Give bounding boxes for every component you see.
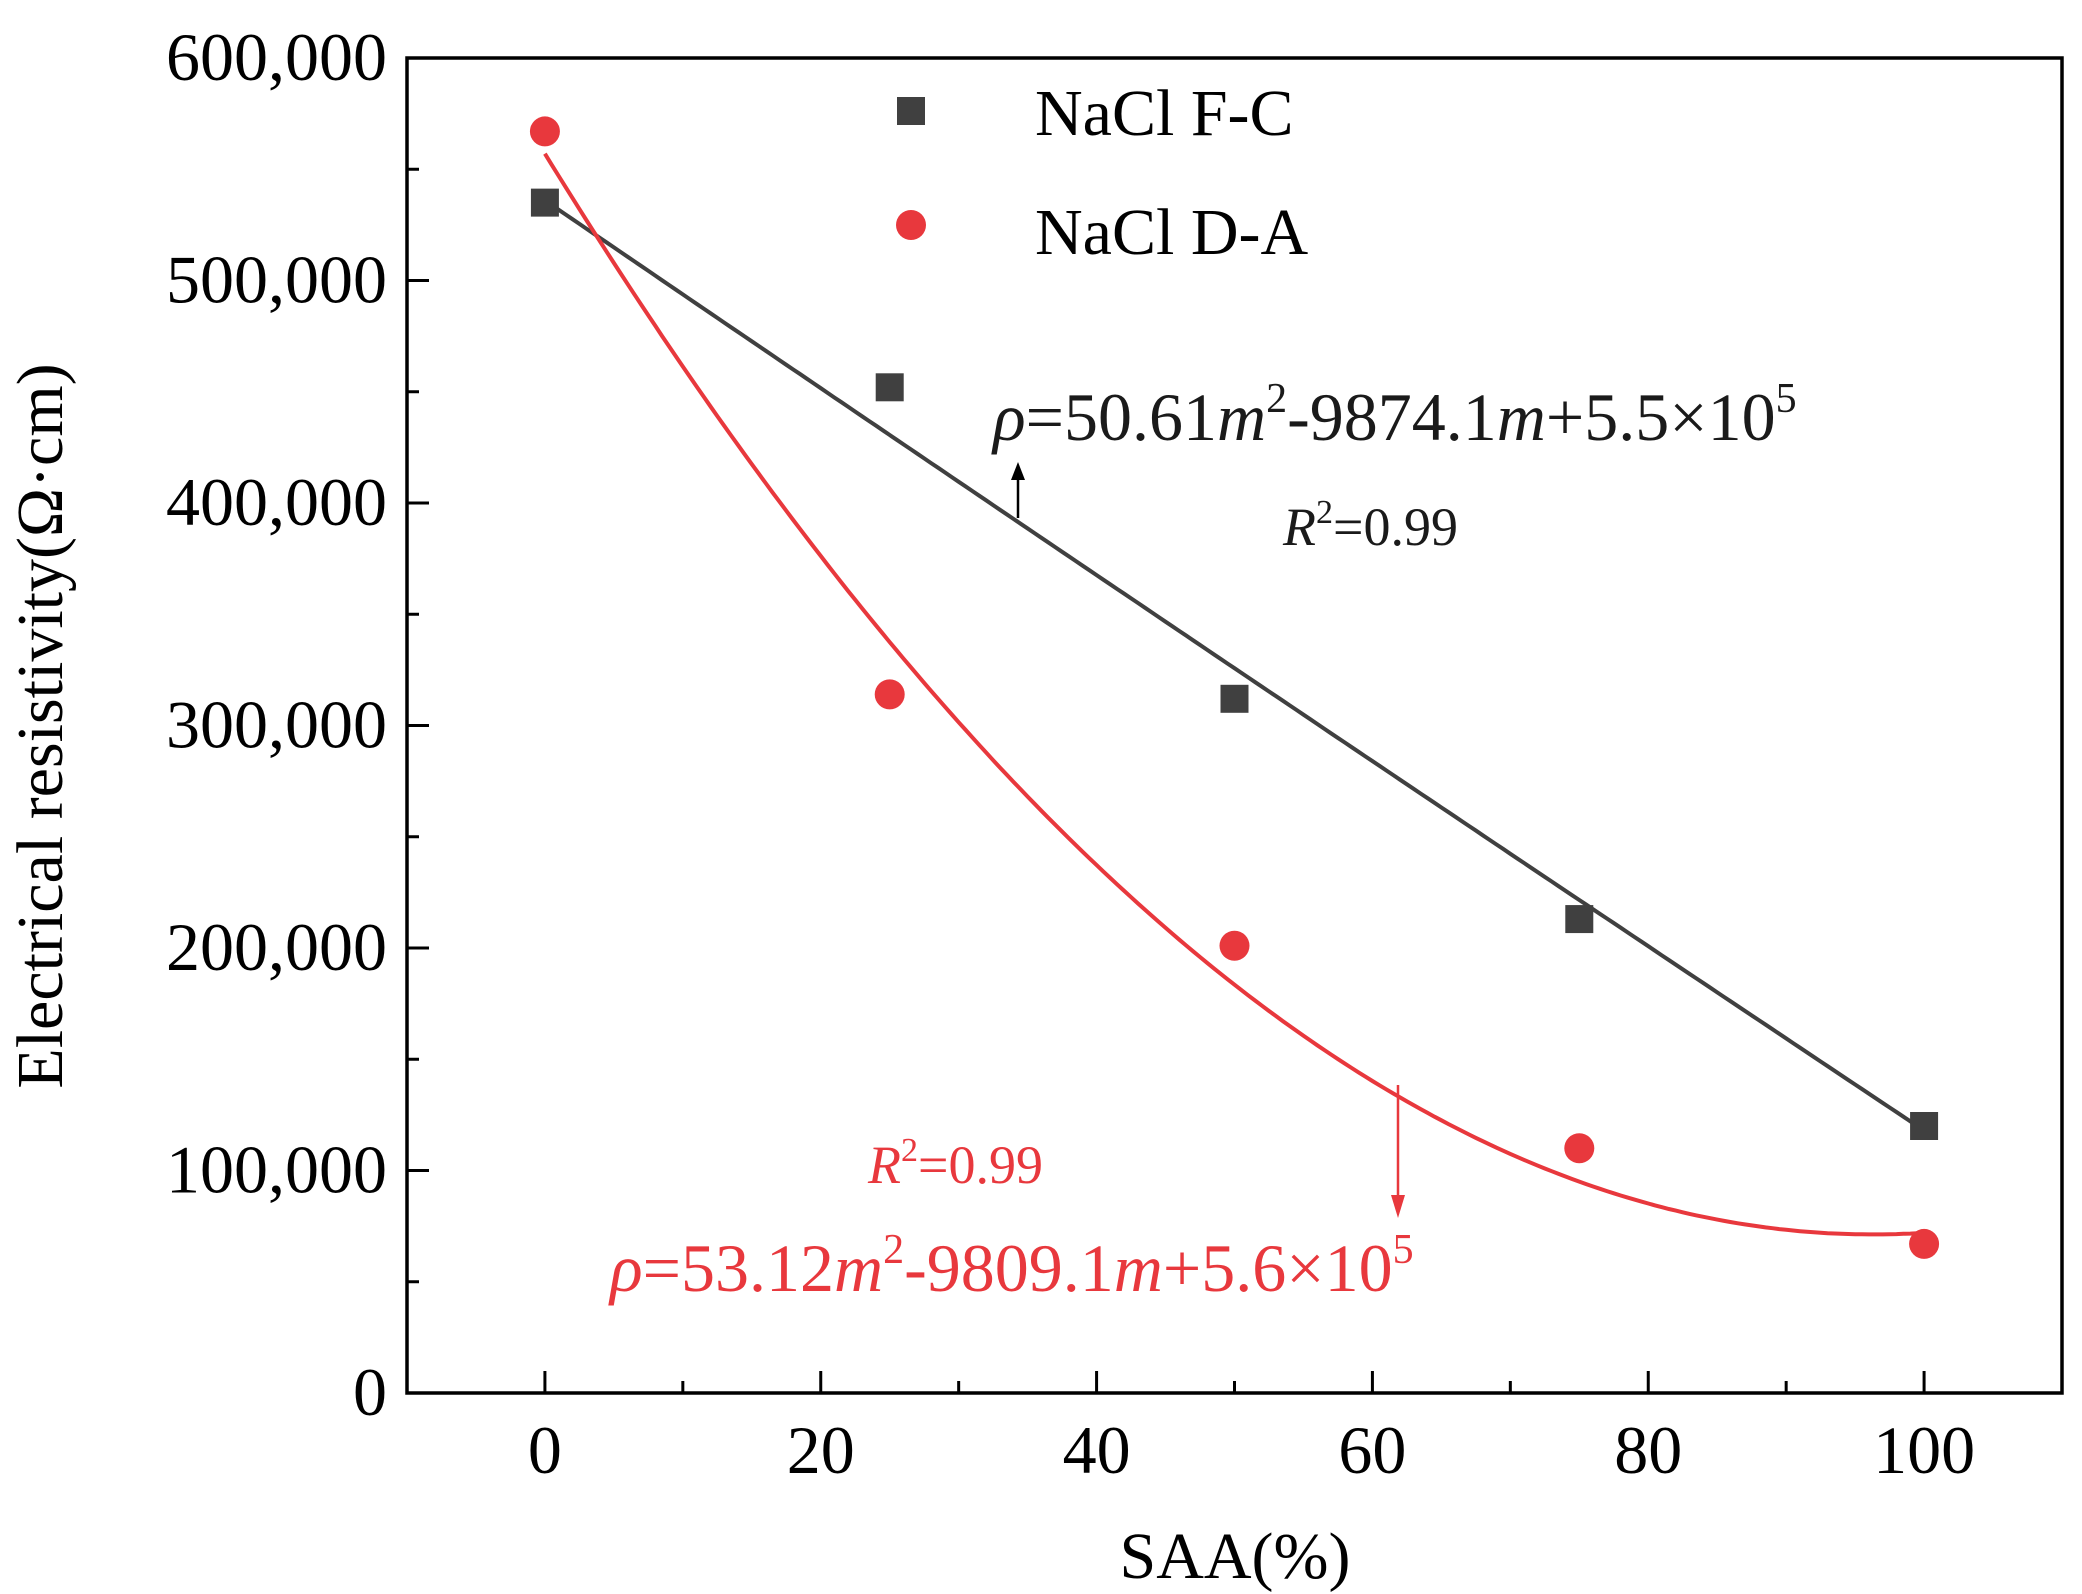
x-tick-label: 0 [528, 1412, 562, 1488]
legend-label-fc: NaCl F-C [1035, 77, 1294, 150]
y-tick-label: 300,000 [166, 687, 387, 763]
point-da [1909, 1228, 1940, 1259]
legend-label-da: NaCl D-A [1035, 196, 1308, 269]
equation-da-arrowhead [1391, 1195, 1405, 1218]
y-tick-label: 500,000 [166, 242, 387, 318]
x-tick-label: 100 [1873, 1412, 1975, 1488]
x-axis-ticks: 0 20 40 60 80 100 [405, 1371, 2064, 1488]
equation-da: ρ=53.12m2-9809.1m+5.6×105 [608, 1227, 1414, 1306]
legend-marker-fc [897, 97, 925, 125]
x-tick-label: 20 [787, 1412, 855, 1488]
x-tick-label: 80 [1614, 1412, 1682, 1488]
x-axis-title: SAA(%) [1120, 1520, 1351, 1593]
fit-lines [543, 152, 1926, 1237]
equation-fc-annotation: ρ=50.61m2-9874.1m+5.5×105 R2=0.99 [991, 376, 1797, 557]
data-markers [529, 116, 1940, 1259]
x-tick-label: 60 [1338, 1412, 1406, 1488]
y-tick-label: 100,000 [166, 1132, 387, 1208]
point-da [1564, 1133, 1595, 1164]
y-tick-label: 200,000 [166, 909, 387, 985]
point-fc [1220, 684, 1249, 713]
x-tick-label: 40 [1063, 1412, 1131, 1488]
r2-fc: R2=0.99 [1282, 494, 1458, 557]
point-da [874, 679, 905, 710]
point-fc [1910, 1112, 1939, 1140]
point-fc [1565, 905, 1594, 934]
point-da [1219, 930, 1250, 961]
fit-line-da [543, 152, 1925, 1237]
point-fc [875, 373, 904, 402]
fit-line-fc [543, 198, 1926, 1133]
y-tick-label: 0 [353, 1354, 387, 1430]
equation-fc-arrowhead [1011, 462, 1025, 480]
y-axis-ticks: 0 100,000 200,000 300,000 400,000 500,000 600,… [166, 19, 429, 1430]
y-tick-label: 400,000 [166, 464, 387, 540]
y-axis-title: Electrical resistivity(Ω·cm) [4, 363, 77, 1088]
equation-fc: ρ=50.61m2-9874.1m+5.5×105 [991, 376, 1797, 455]
point-da [529, 116, 560, 147]
legend-marker-da [896, 210, 926, 240]
equation-da-annotation: R2=0.99 ρ=53.12m2-9809.1m+5.6×105 [608, 1085, 1414, 1306]
legend: NaCl F-C NaCl D-A [896, 77, 1308, 269]
y-tick-label: 600,000 [166, 19, 387, 95]
r2-da: R2=0.99 [867, 1132, 1043, 1195]
point-fc [530, 188, 559, 217]
